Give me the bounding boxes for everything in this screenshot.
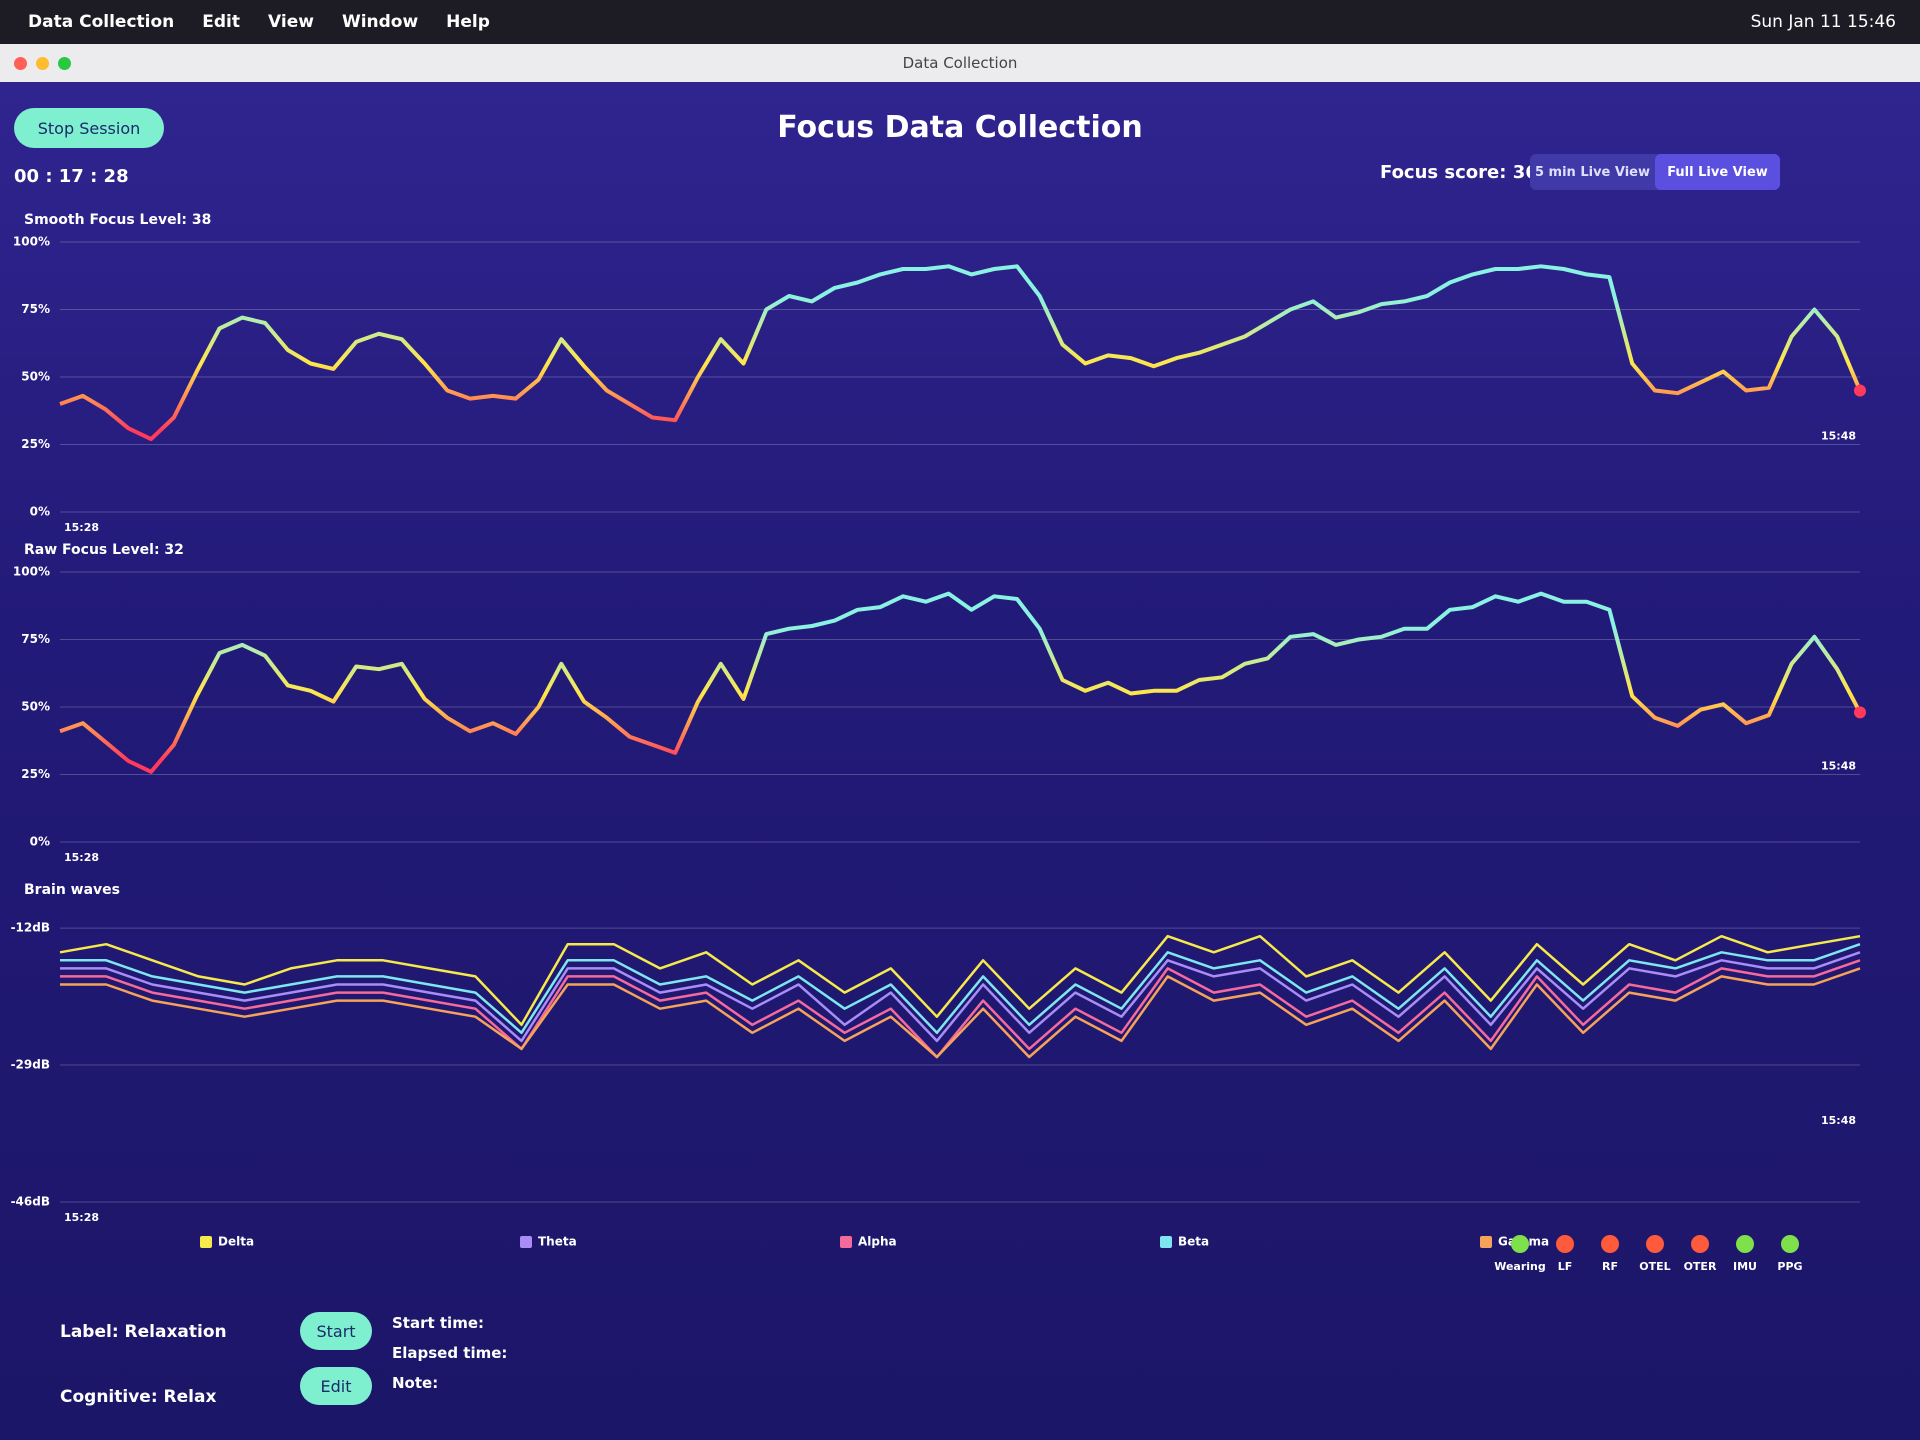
y-tick-label: 75%: [21, 632, 50, 646]
wave-line: [59, 934, 1861, 1027]
focus-line: [59, 264, 1862, 442]
label-text: Label: Relaxation: [60, 1322, 227, 1342]
menu-app[interactable]: Data Collection: [28, 12, 175, 32]
app: Stop Session Focus Data Collection 00 : …: [0, 82, 1920, 1440]
status-dot: [1691, 1235, 1709, 1253]
status-label: IMU: [1733, 1260, 1757, 1273]
y-tick-label: 0%: [30, 505, 50, 519]
minimize-button[interactable]: [36, 57, 49, 70]
x-tick-label: 15:28: [64, 851, 99, 864]
y-tick-label: 100%: [13, 565, 50, 579]
legend-label: Beta: [1178, 1235, 1209, 1249]
legend-label: Alpha: [858, 1235, 897, 1249]
start-button[interactable]: Start: [300, 1312, 372, 1350]
legend-label: Delta: [218, 1235, 254, 1249]
legend-label: Gamma: [1498, 1235, 1549, 1249]
chart-title: Brain waves: [24, 882, 120, 898]
legend-swatch: [1480, 1236, 1492, 1248]
legend-swatch: [520, 1236, 532, 1248]
latest-point: [1854, 706, 1866, 719]
clock: Sun Jan 11 15:46: [1750, 12, 1896, 32]
menu-bar: Data Collection Edit View Window Help Su…: [0, 0, 1920, 44]
legend-swatch: [1160, 1236, 1172, 1248]
status-label: Wearing: [1494, 1260, 1546, 1273]
focus-score: Focus score: 36: [1380, 162, 1538, 183]
x-tick-label: 15:28: [64, 521, 99, 534]
menu-item[interactable]: View: [268, 12, 314, 32]
focus-line: [59, 591, 1862, 774]
wave-line: [60, 959, 1861, 1059]
status-dot: [1781, 1235, 1799, 1253]
status-label: RF: [1602, 1260, 1618, 1273]
x-tick-label: 15:48: [1821, 759, 1856, 772]
y-tick-label: 25%: [21, 767, 50, 781]
y-tick-label: 0%: [30, 835, 50, 849]
y-tick-label: -46dB: [11, 1195, 50, 1209]
chart-title: Raw Focus Level: 32: [24, 542, 184, 558]
status-label: OTER: [1684, 1260, 1717, 1273]
y-tick-label: 75%: [21, 302, 50, 316]
zoom-button[interactable]: [58, 57, 71, 70]
x-tick-label: 15:28: [64, 1211, 99, 1224]
y-tick-label: 50%: [21, 370, 50, 384]
status-dot: [1556, 1235, 1574, 1253]
y-tick-label: -29dB: [11, 1058, 50, 1072]
status-label: LF: [1558, 1260, 1573, 1273]
charts: Smooth Focus Level: 38 0% 25% 50% 75% 100% 15:…: [11, 212, 1866, 1273]
status-dot: [1511, 1235, 1529, 1253]
chart-title: Smooth Focus Level: 38: [24, 212, 211, 228]
y-tick-label: 50%: [21, 700, 50, 714]
wave-line: [60, 943, 1861, 1035]
start-time: Start time:: [392, 1314, 484, 1332]
full-view-button[interactable]: Full Live View: [1655, 154, 1780, 190]
legend-label: Theta: [538, 1235, 577, 1249]
cognitive-text: Cognitive: Relax: [60, 1387, 217, 1407]
app-title: Focus Data Collection: [777, 110, 1143, 145]
status-label: OTEL: [1639, 1260, 1670, 1273]
y-tick-label: -12dB: [11, 921, 50, 935]
window-title: Data Collection: [902, 54, 1018, 72]
title-bar: Data Collection: [0, 44, 1920, 82]
wave-line: [60, 951, 1861, 1043]
x-tick-label: 15:48: [1821, 1114, 1856, 1127]
wave-line: [60, 967, 1861, 1059]
status-dot: [1601, 1235, 1619, 1253]
x-tick-label: 15:48: [1821, 429, 1856, 442]
latest-point: [1854, 384, 1866, 397]
status-dot: [1646, 1235, 1664, 1253]
menu-item[interactable]: Edit: [202, 12, 241, 32]
menu-item[interactable]: Help: [446, 12, 490, 32]
edit-button[interactable]: Edit: [300, 1367, 372, 1405]
view-toggle: 5 min Live View Full Live View: [1530, 154, 1780, 190]
legend-swatch: [200, 1236, 212, 1248]
timer: 00 : 17 : 28: [14, 166, 129, 187]
legend-swatch: [840, 1236, 852, 1248]
y-tick-label: 25%: [21, 437, 50, 451]
y-tick-label: 100%: [13, 235, 50, 249]
stop-session-button[interactable]: Stop Session: [14, 108, 164, 148]
elapsed-time: Elapsed time:: [392, 1344, 508, 1362]
close-button[interactable]: [14, 57, 27, 70]
status-dot: [1736, 1235, 1754, 1253]
menu-item[interactable]: Window: [341, 12, 419, 32]
note: Note:: [392, 1374, 439, 1392]
five-min-view-button[interactable]: 5 min Live View: [1534, 164, 1651, 180]
status-label: PPG: [1777, 1260, 1802, 1273]
